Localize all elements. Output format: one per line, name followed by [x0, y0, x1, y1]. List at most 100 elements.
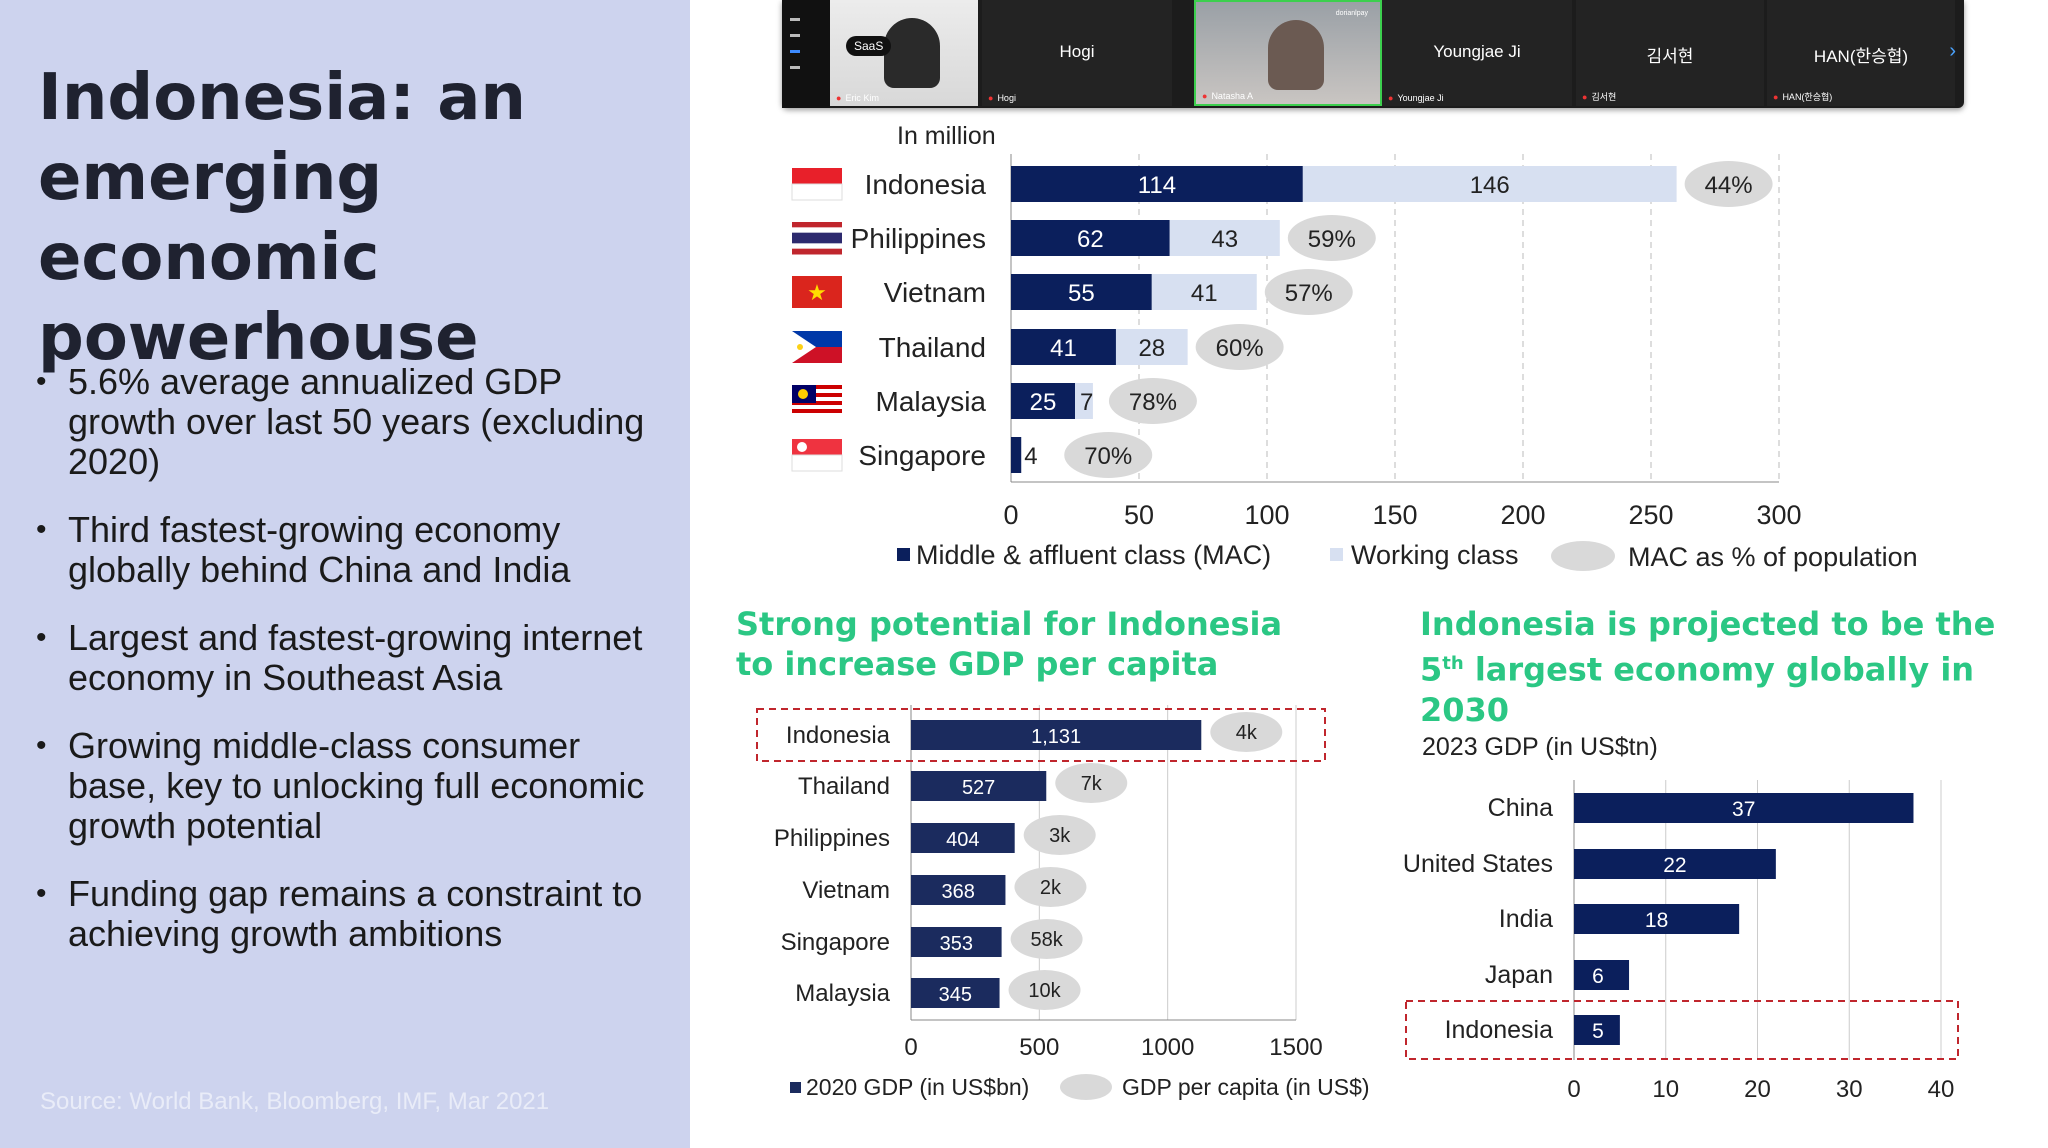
flag-vietnam-icon: ★: [792, 276, 842, 308]
bullet-item: • 5.6% average annualized GDP growth over…: [36, 362, 676, 482]
participant-video-avatar: [1268, 20, 1324, 90]
category-label: China: [1488, 794, 1553, 822]
gdp-per-capita-bubble: [1008, 970, 1081, 1010]
flag-indonesia-icon: [791, 168, 843, 201]
participant-caption: ● HAN(한승협): [1773, 90, 1832, 103]
bar-mac: [1011, 220, 1170, 256]
participant-tile[interactable]: Youngjae Ji ● Youngjae Ji: [1382, 0, 1572, 106]
bullet-dot-icon: •: [36, 365, 47, 398]
mac-percent-bubble: [1287, 215, 1376, 261]
x-tick-label: 0: [1003, 500, 1018, 530]
category-label: Singapore: [858, 440, 986, 471]
gdp-2020-chart: 0 500 1000 1500 Indonesia 1,131 4k Thailand 527 7…: [756, 705, 1370, 1100]
gdp-2023-chart: 0 10 20 30 40 China 37 United States 22 India 18 Ja…: [1403, 780, 1959, 1103]
bullet-item: • Largest and fastest-growing internet ec…: [36, 618, 676, 698]
category-label: Philippines: [851, 223, 986, 254]
mic-muted-icon: ●: [836, 93, 842, 103]
category-label: Singapore: [781, 929, 890, 956]
x-tick-label: 20: [1744, 1076, 1771, 1103]
mac-percent-bubble: [1195, 324, 1284, 370]
gdp-2023-subtitle: 2023 GDP (in US$tn): [1422, 733, 1658, 761]
category-label: Indonesia: [1445, 1016, 1554, 1044]
participant-tile[interactable]: SaaS ● Eric Kim: [830, 0, 978, 106]
bar-gdp-2023: [1574, 904, 1740, 934]
participant-video-avatar: [884, 18, 940, 88]
x-tick-label: 50: [1124, 500, 1154, 530]
x-tick-label: 1500: [1269, 1034, 1322, 1061]
x-tick-label: 150: [1372, 500, 1417, 530]
bar-label-working: 146: [1470, 172, 1510, 199]
participant-name: Youngjae Ji: [1433, 42, 1521, 61]
gdp-per-capita-label: 4k: [1236, 722, 1258, 744]
avatar-logo-text: SaaS: [846, 36, 892, 56]
participant-name: Hogi: [1059, 42, 1095, 61]
category-label: Indonesia: [865, 169, 987, 200]
bar-label-gdp-2023: 22: [1663, 854, 1686, 877]
participant-caption-name: Hogi: [997, 93, 1016, 103]
bar-label-mac: 62: [1077, 226, 1104, 253]
bullet-item: • Growing middle-class consumer base, key…: [36, 726, 676, 846]
x-tick-label: 1000: [1141, 1034, 1194, 1061]
bar-label-gdp: 404: [946, 829, 979, 851]
participant-caption: ● 김서현: [1582, 90, 1616, 103]
category-label: Malaysia: [876, 386, 987, 417]
x-tick-label: 0: [1567, 1076, 1580, 1103]
participant-caption: ● Eric Kim: [836, 93, 879, 103]
bar-gdp-2023: [1574, 1015, 1620, 1045]
bar-mac: [1011, 329, 1116, 365]
mac-percent-bubble: [1684, 161, 1773, 207]
bullet-dot-icon: •: [36, 877, 47, 910]
gdp-per-capita-label: 2k: [1040, 877, 1062, 899]
view-options-button[interactable]: [782, 0, 830, 108]
category-label: India: [1499, 905, 1553, 933]
mac-percent-label: 59%: [1308, 226, 1356, 253]
legend-swatch-working: [1330, 548, 1343, 561]
participant-tile[interactable]: Hogi ● Hogi: [982, 0, 1172, 106]
mac-percent-label: 70%: [1084, 443, 1132, 470]
mic-muted-icon: ●: [1388, 93, 1394, 103]
bar-gdp-2020: [911, 927, 1002, 957]
category-label: Japan: [1485, 961, 1553, 989]
bar-gdp-2023: [1574, 960, 1630, 990]
legend-label: GDP per capita (in US$): [1122, 1074, 1370, 1100]
mac-percent-bubble: [1108, 378, 1197, 424]
video-badge: dorianlpay: [1335, 10, 1368, 17]
category-label: United States: [1403, 850, 1553, 878]
bar-label-working: 28: [1138, 335, 1165, 362]
bullet-text: 5.6% average annualized GDP growth over …: [68, 361, 645, 482]
svg-text:★: ★: [807, 280, 827, 305]
category-label: Vietnam: [802, 877, 890, 904]
bar-gdp-2023: [1574, 849, 1776, 879]
participant-caption-name: Eric Kim: [845, 93, 879, 103]
participant-tile[interactable]: HAN(한승협) ● HAN(한승협): [1767, 0, 1955, 106]
legend-swatch-bubble: [1060, 1074, 1112, 1100]
bar-working-class: [1169, 220, 1280, 256]
bar-gdp-2020: [911, 823, 1015, 853]
bar-label-mac: 25: [1030, 389, 1057, 416]
participant-caption-name: Youngjae Ji: [1397, 93, 1444, 103]
participant-caption-name: 김서현: [1591, 92, 1617, 102]
bar-label-mac: 55: [1068, 280, 1095, 307]
x-tick-label: 200: [1500, 500, 1545, 530]
bar-gdp-2020: [911, 771, 1047, 801]
category-label: Thailand: [879, 332, 986, 363]
flag-malaysia-icon: [792, 385, 842, 418]
next-page-arrow-icon[interactable]: ›: [1949, 40, 1956, 62]
bullet-text: Funding gap remains a constraint to achi…: [68, 873, 643, 954]
bullet-item: • Third fastest-growing economy globally …: [36, 510, 676, 590]
mac-percent-label: 78%: [1129, 389, 1177, 416]
participant-tile[interactable]: 김서현 ● 김서현: [1576, 0, 1764, 106]
bar-gdp-2023: [1574, 793, 1914, 823]
bar-mac: [1011, 274, 1152, 310]
bullet-text: Largest and fastest-growing internet eco…: [68, 617, 643, 698]
x-tick-label: 10: [1652, 1076, 1679, 1103]
bar-mac: [1011, 383, 1075, 419]
x-tick-label: 30: [1836, 1076, 1863, 1103]
mic-muted-icon: ●: [1582, 92, 1588, 102]
bar-label-gdp-2023: 18: [1645, 909, 1668, 932]
slide-left-panel: Indonesia: an emerging economic powerhou…: [0, 0, 690, 1148]
participant-tile[interactable]: dorianlpay ● Natasha A: [1194, 0, 1382, 106]
bar-label-working: 7: [1080, 389, 1093, 416]
gdp-per-capita-bubble: [1010, 919, 1083, 959]
gdp-per-capita-bubble: [1210, 712, 1283, 752]
